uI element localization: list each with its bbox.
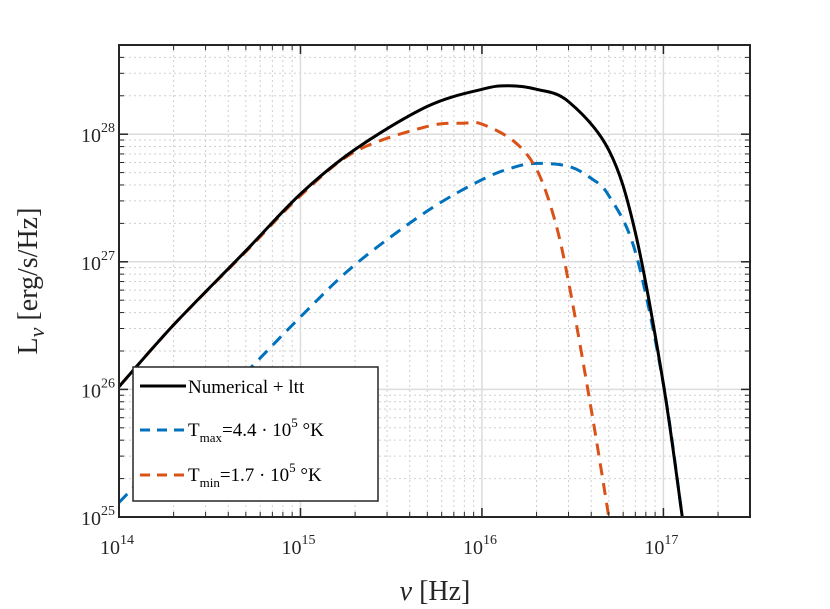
- y-axis-label: Lν [erg/s/Hz]: [13, 208, 49, 355]
- x-axis-label: ν [Hz]: [400, 576, 471, 607]
- y-tick-label: 1025: [81, 504, 115, 530]
- plot-frame: [118, 44, 751, 518]
- x-tick-exp: 17: [664, 533, 678, 548]
- tick-marks: [118, 44, 751, 518]
- y-tick-exp: 28: [101, 121, 115, 136]
- y-tick-base: 10: [81, 125, 101, 147]
- x-tick-base: 10: [463, 537, 483, 559]
- y-tick-exp: 25: [101, 504, 115, 519]
- y-axis-base: L: [13, 337, 44, 354]
- x-tick-labels: 1014 1015 1016 1017: [100, 533, 678, 559]
- x-tick-label: 1014: [100, 533, 134, 559]
- y-tick-exp: 27: [101, 249, 115, 264]
- y-tick-exp: 26: [101, 376, 115, 391]
- legend: Numerical + ltt Tmax=4.4 · 105 °K Tmin=1…: [132, 366, 379, 502]
- legend-label-numerical: Numerical + ltt: [188, 377, 305, 398]
- legend-label-tmin: Tmin=1.7 · 105 °K: [188, 460, 322, 490]
- y-tick-base: 10: [81, 253, 101, 275]
- x-tick-exp: 15: [301, 533, 315, 548]
- y-axis-unit: [erg/s/Hz]: [13, 208, 44, 328]
- series-line-1: [119, 161, 684, 517]
- x-axis-symbol: ν: [400, 576, 413, 607]
- x-tick-exp: 16: [483, 533, 497, 548]
- y-tick-base: 10: [81, 508, 101, 530]
- x-tick-label: 1017: [644, 533, 678, 559]
- y-tick-label: 1027: [81, 249, 115, 275]
- series-line-0: [119, 84, 684, 517]
- legend-label-tmax: Tmax=4.4 · 105 °K: [188, 415, 324, 445]
- y-tick-label: 1028: [81, 121, 115, 147]
- x-tick-base: 10: [644, 537, 664, 559]
- x-tick-exp: 14: [120, 533, 134, 548]
- y-axis-sub: ν: [24, 327, 49, 337]
- x-tick-base: 10: [281, 537, 301, 559]
- y-tick-label: 1026: [81, 376, 115, 402]
- x-tick-label: 1015: [281, 533, 315, 559]
- series-layer: [119, 84, 684, 517]
- x-tick-label: 1016: [463, 533, 497, 559]
- legend-box: [132, 366, 379, 502]
- x-tick-base: 10: [100, 537, 120, 559]
- y-tick-base: 10: [81, 380, 101, 402]
- x-axis-unit: [Hz]: [412, 576, 470, 607]
